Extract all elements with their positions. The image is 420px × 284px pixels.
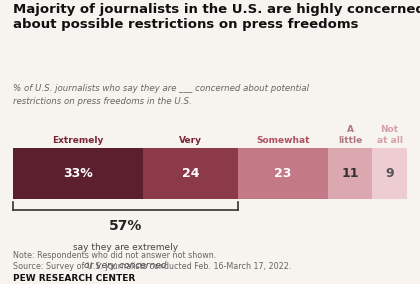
Text: A
little: A little (338, 126, 362, 145)
Text: or very concerned: or very concerned (84, 261, 166, 270)
Text: 11: 11 (341, 167, 359, 180)
Text: 23: 23 (274, 167, 292, 180)
Text: 9: 9 (385, 167, 394, 180)
Text: Extremely: Extremely (52, 136, 103, 145)
Bar (238, 148, 328, 199)
Text: 33%: 33% (63, 167, 93, 180)
Text: % of U.S. journalists who say they are ___ concerned about potential: % of U.S. journalists who say they are _… (13, 84, 309, 93)
Text: Source: Survey of U.S. journalists conducted Feb. 16-March 17, 2022.: Source: Survey of U.S. journalists condu… (13, 262, 291, 271)
Text: Majority of journalists in the U.S. are highly concerned
about possible restrict: Majority of journalists in the U.S. are … (13, 3, 420, 31)
Text: restrictions on press freedoms in the U.S.: restrictions on press freedoms in the U.… (13, 97, 192, 106)
Text: 24: 24 (181, 167, 199, 180)
Text: Somewhat: Somewhat (256, 136, 310, 145)
Text: Very: Very (179, 136, 202, 145)
Text: 57%: 57% (108, 219, 142, 233)
Text: Not
at all: Not at all (377, 126, 403, 145)
Text: say they are extremely: say they are extremely (73, 243, 178, 252)
Text: PEW RESEARCH CENTER: PEW RESEARCH CENTER (13, 273, 135, 283)
Bar (372, 148, 407, 199)
Bar (13, 148, 143, 199)
Bar (143, 148, 238, 199)
Text: Note: Respondents who did not answer not shown.: Note: Respondents who did not answer not… (13, 251, 216, 260)
Bar (328, 148, 372, 199)
